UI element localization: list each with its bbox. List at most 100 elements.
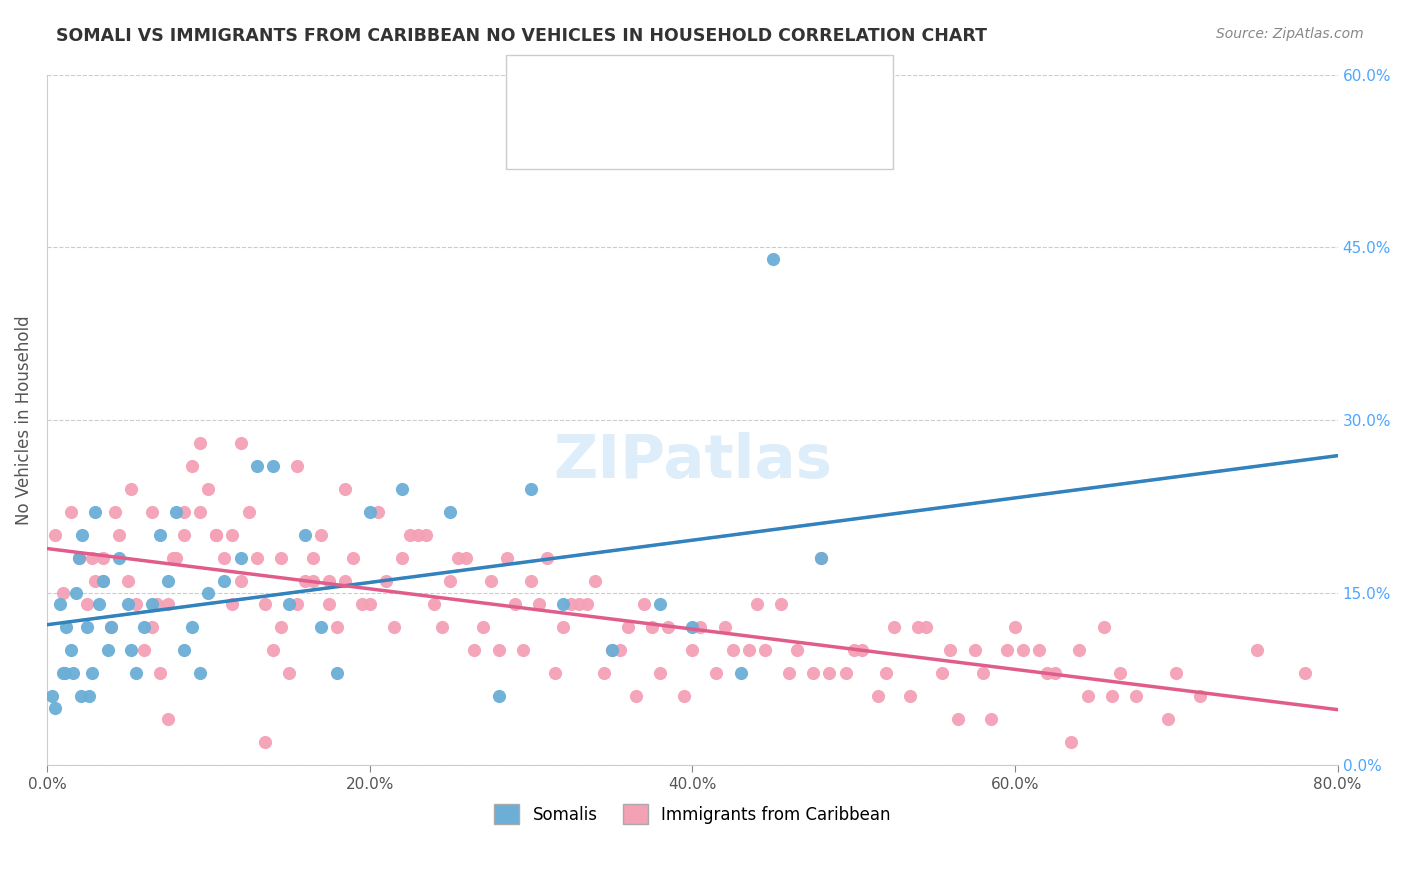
Point xyxy=(132,643,155,657)
Point xyxy=(93,574,115,588)
Point xyxy=(49,597,72,611)
Point xyxy=(1101,689,1123,703)
Point xyxy=(915,620,938,634)
Point xyxy=(939,643,962,657)
Point xyxy=(60,505,83,519)
Point xyxy=(391,551,413,566)
Point xyxy=(221,528,243,542)
Point xyxy=(544,666,567,681)
Text: SOMALI VS IMMIGRANTS FROM CARIBBEAN NO VEHICLES IN HOUSEHOLD CORRELATION CHART: SOMALI VS IMMIGRANTS FROM CARIBBEAN NO V… xyxy=(56,27,987,45)
Point xyxy=(60,643,83,657)
Point xyxy=(769,597,792,611)
Point xyxy=(173,505,195,519)
Point xyxy=(648,597,671,611)
Point xyxy=(456,551,478,566)
Point xyxy=(97,643,120,657)
Legend: Somalis, Immigrants from Caribbean: Somalis, Immigrants from Caribbean xyxy=(486,796,898,833)
Point xyxy=(205,528,228,542)
Point xyxy=(681,643,703,657)
Point xyxy=(156,597,179,611)
Point xyxy=(108,551,131,566)
Point xyxy=(527,597,550,611)
Point xyxy=(120,482,142,496)
Point xyxy=(553,620,575,634)
Point xyxy=(810,551,832,566)
Point xyxy=(67,551,90,566)
Point xyxy=(294,528,316,542)
Point xyxy=(41,689,63,703)
Point xyxy=(309,528,332,542)
Point xyxy=(188,666,211,681)
Point xyxy=(423,597,446,611)
Point xyxy=(689,620,711,634)
Point xyxy=(568,597,591,611)
Point xyxy=(931,666,953,681)
Point xyxy=(786,643,808,657)
Point xyxy=(447,551,470,566)
Point xyxy=(883,620,905,634)
Point xyxy=(270,620,292,634)
Point xyxy=(801,666,824,681)
Point xyxy=(156,712,179,726)
Text: Source: ZipAtlas.com: Source: ZipAtlas.com xyxy=(1216,27,1364,41)
Point xyxy=(1060,735,1083,749)
Point xyxy=(84,574,107,588)
Point xyxy=(77,689,100,703)
Point xyxy=(745,597,768,611)
Point xyxy=(754,643,776,657)
Point xyxy=(585,574,607,588)
Point xyxy=(810,551,832,566)
Point xyxy=(181,458,204,473)
Point xyxy=(108,528,131,542)
Point xyxy=(262,643,284,657)
Point xyxy=(399,528,422,542)
Point xyxy=(173,643,195,657)
Point xyxy=(285,597,308,611)
Point xyxy=(1012,643,1035,657)
Point xyxy=(100,620,122,634)
Point xyxy=(463,643,485,657)
Point xyxy=(141,597,163,611)
Point xyxy=(76,620,98,634)
Point xyxy=(1077,689,1099,703)
Point xyxy=(246,551,269,566)
Point xyxy=(963,643,986,657)
Point xyxy=(221,597,243,611)
Point xyxy=(318,574,340,588)
Point xyxy=(609,643,631,657)
Text: R =  0.613   N =  53: R = 0.613 N = 53 xyxy=(572,78,754,95)
Point xyxy=(76,597,98,611)
Point xyxy=(65,585,87,599)
Point xyxy=(1108,666,1130,681)
Point xyxy=(875,666,897,681)
Point xyxy=(67,551,90,566)
Point xyxy=(980,712,1002,726)
Point xyxy=(633,597,655,611)
Point xyxy=(197,482,219,496)
Point xyxy=(124,666,146,681)
Point xyxy=(238,505,260,519)
Point xyxy=(439,574,461,588)
Point xyxy=(600,643,623,657)
Point xyxy=(553,597,575,611)
Point xyxy=(1004,620,1026,634)
Point xyxy=(188,435,211,450)
Point xyxy=(948,712,970,726)
Point xyxy=(285,458,308,473)
Point xyxy=(294,574,316,588)
Point xyxy=(188,505,211,519)
Point xyxy=(277,666,299,681)
Point xyxy=(52,666,75,681)
Point xyxy=(149,666,172,681)
Point xyxy=(262,458,284,473)
Point xyxy=(391,482,413,496)
Point xyxy=(165,551,187,566)
Point xyxy=(471,620,494,634)
Point xyxy=(762,252,785,266)
Point xyxy=(576,597,599,611)
Point xyxy=(512,643,534,657)
Y-axis label: No Vehicles in Household: No Vehicles in Household xyxy=(15,315,32,524)
Point xyxy=(1092,620,1115,634)
Point xyxy=(359,597,381,611)
Point xyxy=(1028,643,1050,657)
